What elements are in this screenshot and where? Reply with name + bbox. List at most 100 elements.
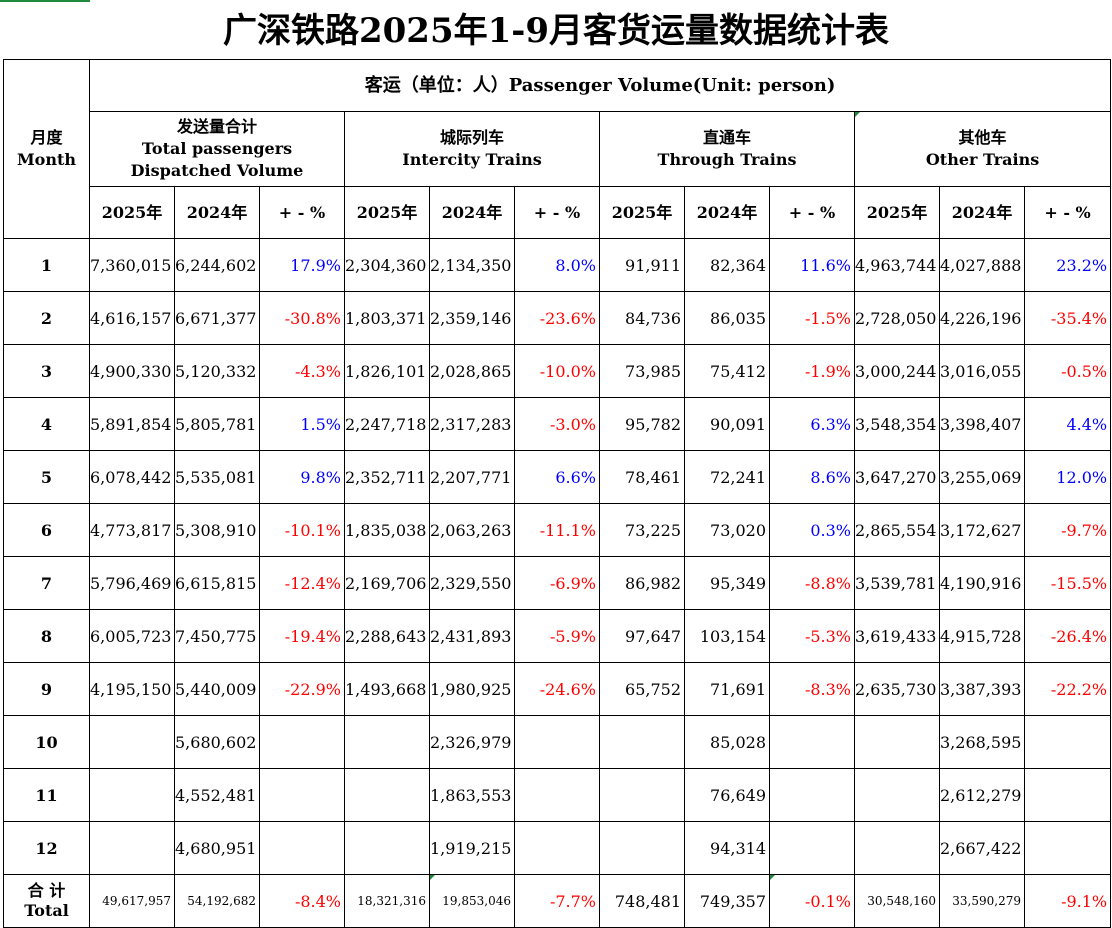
value-2024-cell: 3,016,055 (939, 344, 1025, 398)
value-2025-cell (599, 715, 685, 769)
value-2025-cell: 2,288,643 (344, 609, 430, 663)
value-2024-cell: 2,134,350 (429, 238, 515, 292)
value-2025-cell: 18,321,316 (344, 874, 430, 928)
passenger-group-header: 客运（单位：人）Passenger Volume(Unit: person) (88, 59, 1112, 112)
value-2024-cell: 103,154 (684, 609, 770, 663)
total-row: 合 计 Total 49,617,957 54,192,682 -8.4% 18,321,… (3, 874, 1112, 928)
value-2024-cell: 5,805,781 (174, 397, 260, 451)
value-2024-cell: 3,387,393 (939, 662, 1025, 716)
group-header-intercity-trains: 城际列车 Intercity Trains (344, 111, 600, 187)
value-2024-cell: 7,450,775 (174, 609, 260, 663)
value-2025-cell (854, 715, 940, 769)
change-pct-cell: -4.3% (259, 344, 345, 398)
value-2025-cell: 2,247,718 (344, 397, 430, 451)
change-pct-cell: 9.8% (259, 450, 345, 504)
value-2024-cell: 3,172,627 (939, 503, 1025, 557)
change-pct-cell (769, 768, 855, 822)
group-header-total-dispatched: 发送量合计 Total passengers Dispatched Volume (89, 111, 345, 187)
change-pct-cell: 12.0% (1023, 450, 1112, 504)
year-2024-header: 2024年 (684, 186, 770, 239)
change-pct-cell: -12.4% (259, 556, 345, 610)
change-pct-cell: -8.4% (259, 874, 345, 928)
change-pct-header: + - % (769, 186, 855, 239)
value-2024-cell: 2,612,279 (939, 768, 1025, 822)
change-pct-cell: -0.5% (1023, 344, 1112, 398)
change-pct-cell: -5.9% (514, 609, 600, 663)
year-2025-header: 2025年 (344, 186, 430, 239)
value-2025-cell: 73,225 (599, 503, 685, 557)
value-2025-cell: 6,078,442 (89, 450, 175, 504)
value-2025-cell: 4,900,330 (89, 344, 175, 398)
month-cell: 1 (3, 238, 90, 292)
value-2024-cell: 4,027,888 (939, 238, 1025, 292)
value-2024-cell: 2,028,865 (429, 344, 515, 398)
value-2025-cell: 73,985 (599, 344, 685, 398)
value-2024-cell: 2,431,893 (429, 609, 515, 663)
value-2025-cell: 78,461 (599, 450, 685, 504)
change-pct-cell: -3.0% (514, 397, 600, 451)
value-2024-cell: 6,615,815 (174, 556, 260, 610)
change-pct-cell: -30.8% (259, 291, 345, 345)
change-pct-cell: -15.5% (1023, 556, 1112, 610)
value-2024-cell: 4,190,916 (939, 556, 1025, 610)
change-pct-cell (1023, 821, 1112, 875)
value-2024-cell: 1,919,215 (429, 821, 515, 875)
value-2024-cell: 4,226,196 (939, 291, 1025, 345)
total-label-cell: 合 计 Total (3, 874, 90, 928)
total-label-cn: 合 计 (27, 881, 66, 900)
change-pct-cell: -8.8% (769, 556, 855, 610)
year-2024-header: 2024年 (429, 186, 515, 239)
change-pct-cell (514, 821, 600, 875)
value-2025-cell (344, 821, 430, 875)
value-2025-cell: 3,548,354 (854, 397, 940, 451)
group-header-other-trains: 其他车 Other Trains (853, 111, 1112, 187)
change-pct-header: + - % (1023, 186, 1112, 239)
change-pct-cell: -9.1% (1023, 874, 1112, 928)
value-2025-cell: 84,736 (599, 291, 685, 345)
value-2025-cell (599, 768, 685, 822)
value-2025-cell: 7,360,015 (89, 238, 175, 292)
change-pct-cell: -24.6% (514, 662, 600, 716)
value-2024-cell: 6,671,377 (174, 291, 260, 345)
change-pct-cell: -10.0% (514, 344, 600, 398)
value-2024-cell: 54,192,682 (174, 874, 260, 928)
change-pct-cell: -6.9% (514, 556, 600, 610)
value-2025-cell: 5,891,854 (89, 397, 175, 451)
value-2025-cell: 4,773,817 (89, 503, 175, 557)
value-2024-cell: 4,552,481 (174, 768, 260, 822)
month-cell: 7 (3, 556, 90, 610)
value-2024-cell: 95,349 (684, 556, 770, 610)
total-label-en: Total (24, 901, 69, 920)
value-2024-cell: 4,915,728 (939, 609, 1025, 663)
value-2024-cell: 5,680,602 (174, 715, 260, 769)
month-cell: 6 (3, 503, 90, 557)
value-2024-cell: 76,649 (684, 768, 770, 822)
group-header-cn: 其他车 (958, 128, 1007, 147)
value-2024-cell: 3,398,407 (939, 397, 1025, 451)
change-pct-cell: 8.0% (514, 238, 600, 292)
value-2025-cell: 1,803,371 (344, 291, 430, 345)
change-pct-cell (514, 715, 600, 769)
sheet-tab-marker (0, 0, 90, 2)
value-2025-cell (854, 768, 940, 822)
value-2025-cell: 4,616,157 (89, 291, 175, 345)
value-2024-cell: 2,063,263 (429, 503, 515, 557)
group-header-cn: 直通车 (702, 128, 751, 147)
value-2024-cell: 2,326,979 (429, 715, 515, 769)
table-row: 6 4,773,817 5,308,910 -10.1% 1,835,038 2,063,… (3, 503, 1112, 557)
group-header-en: Other Trains (925, 150, 1040, 169)
value-2024-cell: 72,241 (684, 450, 770, 504)
value-2024-cell: 71,691 (684, 662, 770, 716)
value-2025-cell: 49,617,957 (89, 874, 175, 928)
month-cell: 9 (3, 662, 90, 716)
value-2025-cell: 2,865,554 (854, 503, 940, 557)
value-2025-cell: 95,782 (599, 397, 685, 451)
change-pct-cell: -22.2% (1023, 662, 1112, 716)
value-2025-cell: 2,304,360 (344, 238, 430, 292)
value-2024-cell: 1,863,553 (429, 768, 515, 822)
value-2024-cell: 2,667,422 (939, 821, 1025, 875)
change-pct-cell: -11.1% (514, 503, 600, 557)
table-row: 11 4,552,481 1,863,553 76,649 2,612,279 (3, 768, 1112, 822)
value-2025-cell: 2,352,711 (344, 450, 430, 504)
change-pct-cell: -23.6% (514, 291, 600, 345)
